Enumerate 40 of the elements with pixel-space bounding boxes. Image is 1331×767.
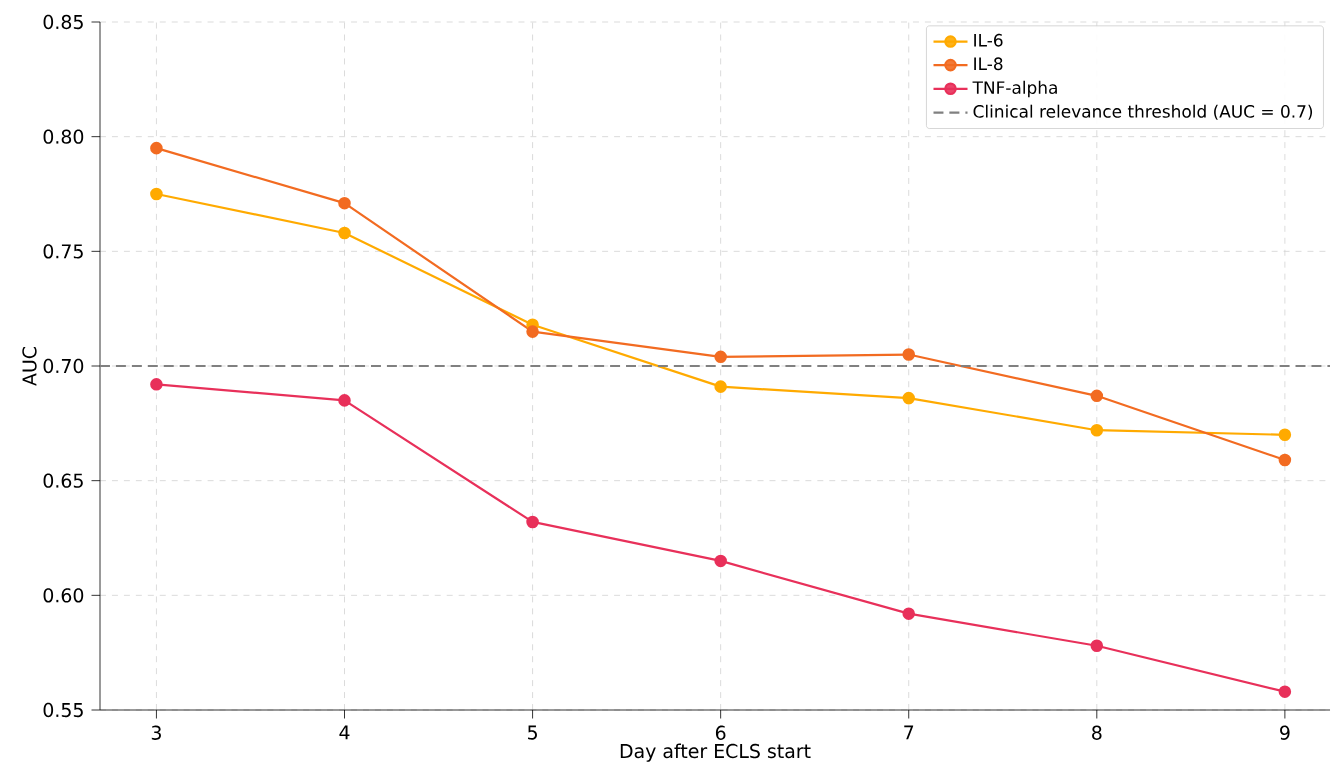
point [1278, 428, 1292, 442]
point [526, 515, 539, 529]
y-tick-label: 0.85 [43, 14, 83, 30]
x-tick-label: 8 [1092, 725, 1102, 740]
point [714, 350, 727, 364]
y-tick-label: 0.80 [43, 129, 84, 144]
x-tick-label: 7 [904, 725, 914, 740]
y-tick-label: 0.65 [43, 473, 83, 488]
x-tick-label: 5 [528, 725, 537, 740]
point [1090, 423, 1104, 437]
point [150, 378, 163, 391]
point [1090, 639, 1104, 653]
point [1278, 453, 1292, 467]
y-tick-label: 0.75 [43, 244, 83, 259]
y-tick-label: 0.60 [43, 588, 84, 603]
point [902, 391, 916, 405]
point [526, 325, 539, 338]
x-axis-title: Day after ECLS start [620, 743, 811, 762]
y-axis-title: AUC [22, 347, 37, 386]
point [150, 187, 163, 201]
point [902, 607, 916, 620]
point [338, 394, 351, 407]
legend-label: IL-8 [974, 57, 1003, 71]
point [714, 554, 727, 568]
x-tick-label: 9 [1280, 725, 1290, 740]
point [902, 348, 916, 361]
y-tick-label: 0.55 [43, 702, 83, 718]
legend-label: Clinical relevance threshold (AUC = 0.7) [973, 104, 1313, 120]
point [714, 380, 727, 393]
x-tick-label: 3 [151, 725, 161, 740]
legend-label: IL-6 [974, 33, 1003, 47]
point [1278, 685, 1292, 698]
legend-label: TNF-alpha [972, 80, 1057, 98]
x-tick-label: 6 [715, 725, 726, 740]
point [338, 226, 351, 240]
y-tick-label: 0.70 [43, 358, 84, 374]
point [150, 141, 163, 155]
point [1090, 389, 1104, 403]
x-tick-label: 4 [339, 725, 350, 740]
point [338, 196, 351, 210]
